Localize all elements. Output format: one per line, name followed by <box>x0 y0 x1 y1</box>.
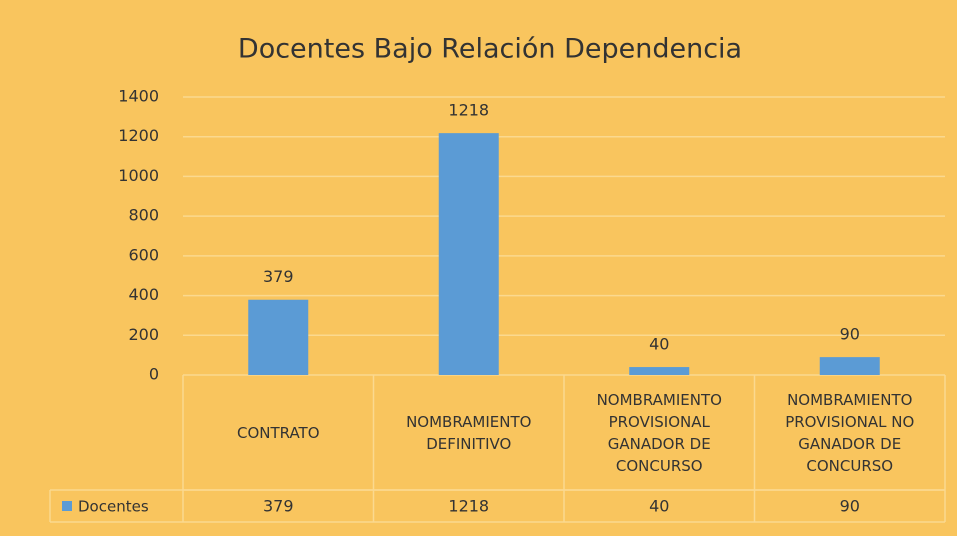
legend-label: Docentes <box>78 498 149 516</box>
category-label: NOMBRAMIENTO PROVISIONAL GANADOR DE CONC… <box>596 390 722 475</box>
table-value: 90 <box>840 497 860 516</box>
category-label: NOMBRAMIENTO PROVISIONAL NO GANADOR DE C… <box>785 390 915 475</box>
data-label: 90 <box>840 325 860 344</box>
y-tick-label: 1400 <box>118 87 159 106</box>
y-tick-label: 400 <box>128 285 159 304</box>
table-value: 379 <box>263 497 294 516</box>
bar <box>248 299 309 375</box>
y-tick-label: 200 <box>128 325 159 344</box>
y-tick-label: 800 <box>128 206 159 225</box>
y-tick-label: 0 <box>149 365 159 384</box>
bar <box>438 133 499 375</box>
y-tick-label: 1200 <box>118 126 159 145</box>
data-label: 1218 <box>448 101 489 120</box>
chart-title: Docentes Bajo Relación Dependencia <box>238 34 742 65</box>
category-label: NOMBRAMIENTO DEFINITIVO <box>406 412 532 453</box>
bar <box>819 357 880 375</box>
y-tick-label: 600 <box>128 245 159 264</box>
data-label: 40 <box>649 335 669 354</box>
table-value: 1218 <box>448 497 489 516</box>
legend-swatch <box>62 501 72 511</box>
bar <box>629 367 690 375</box>
y-tick-label: 1000 <box>118 166 159 185</box>
data-label: 379 <box>263 267 294 286</box>
category-label: CONTRATO <box>236 423 320 442</box>
table-value: 40 <box>649 497 669 516</box>
